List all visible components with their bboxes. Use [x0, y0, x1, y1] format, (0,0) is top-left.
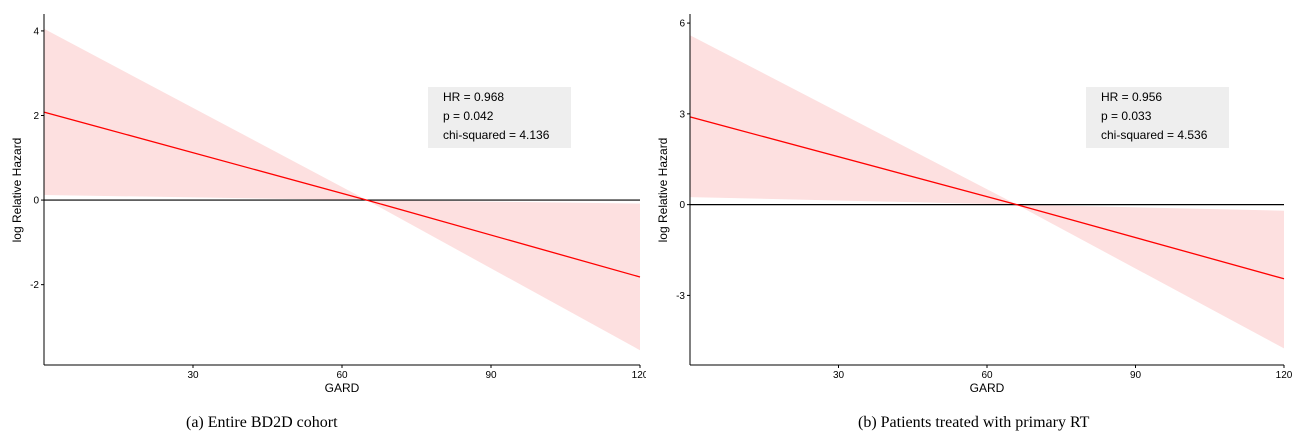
x-tick-label: 60 — [336, 370, 348, 381]
x-tick-label: 60 — [981, 370, 993, 381]
x-tick-label: 120 — [632, 370, 646, 381]
y-axis-title: log Relative Hazard — [656, 138, 670, 243]
x-axis-title: GARD — [970, 381, 1005, 395]
fitted-line — [689, 116, 1285, 280]
annotation-line: HR = 0.968 — [443, 90, 504, 104]
annotation-line: chi-squared = 4.536 — [1101, 128, 1208, 142]
chart-panel-a: 30 60 90 120 4 2 0 -2 HR = 0.968 p = 0.042 chi-sq… — [10, 14, 646, 395]
y-tick-label: 0 — [33, 196, 39, 207]
x-tick-label: 30 — [187, 370, 199, 381]
stats-annotation: HR = 0.956 p = 0.033 chi-squared = 4.536 — [1086, 87, 1229, 148]
confidence-band — [44, 28, 640, 351]
annotation-box — [428, 87, 571, 148]
annotation-line: p = 0.033 — [1101, 109, 1152, 123]
y-tick-label: 0 — [679, 200, 685, 211]
y-tick-label: 3 — [679, 109, 685, 120]
confidence-band — [690, 35, 1284, 349]
annotation-box — [1086, 87, 1229, 148]
caption-b: (b) Patients treated with primary RT — [858, 414, 1090, 431]
x-axis-title: GARD — [325, 381, 360, 395]
y-axis-title: log Relative Hazard — [10, 138, 24, 243]
annotation-line: chi-squared = 4.136 — [443, 128, 550, 142]
annotation-line: p = 0.042 — [443, 109, 494, 123]
x-tick-label: 30 — [833, 370, 845, 381]
y-tick-label: 2 — [33, 111, 39, 122]
fitted-line — [43, 111, 641, 278]
y-tick-label: 6 — [679, 19, 685, 30]
stats-annotation: HR = 0.968 p = 0.042 chi-squared = 4.136 — [428, 87, 571, 148]
x-tick-label: 120 — [1276, 370, 1292, 381]
x-tick-label: 90 — [485, 370, 497, 381]
caption-a: (a) Entire BD2D cohort — [186, 414, 338, 431]
y-tick-label: -3 — [676, 291, 685, 302]
y-tick-label: 4 — [33, 26, 39, 37]
x-tick-label: 90 — [1130, 370, 1142, 381]
y-tick-label: -2 — [30, 280, 39, 291]
annotation-line: HR = 0.956 — [1101, 90, 1162, 104]
